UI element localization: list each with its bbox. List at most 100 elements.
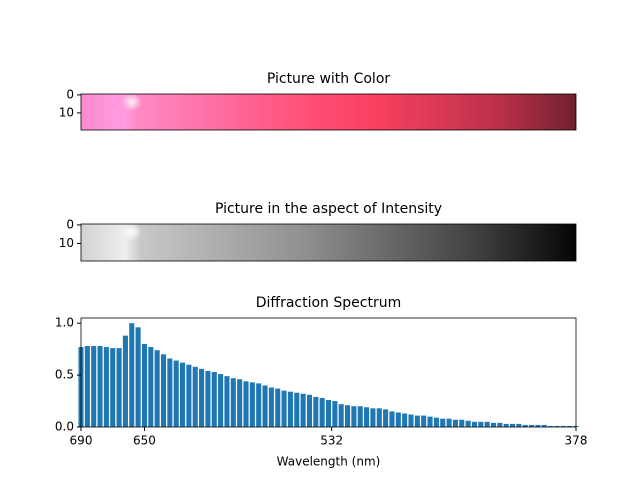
bar — [332, 401, 338, 427]
chart-title: Picture in the aspect of Intensity — [215, 201, 442, 217]
bar — [205, 370, 211, 427]
bar — [433, 417, 439, 427]
bar — [294, 392, 300, 427]
bar — [535, 424, 541, 427]
bar — [452, 419, 458, 427]
bar — [364, 407, 370, 427]
bar — [567, 425, 573, 427]
bar — [237, 379, 243, 427]
bar — [376, 408, 382, 427]
bar — [414, 415, 420, 427]
bar — [306, 394, 312, 427]
x-tick-label: 532 — [320, 434, 343, 448]
bar — [357, 406, 363, 427]
bar — [338, 404, 344, 427]
bar — [345, 405, 351, 427]
bar — [319, 397, 325, 427]
bar — [167, 358, 173, 427]
bar — [522, 424, 528, 427]
bar — [148, 347, 154, 427]
bar — [186, 364, 192, 427]
bar — [389, 411, 395, 427]
bar — [281, 390, 287, 427]
bar — [122, 335, 128, 427]
bar — [230, 378, 236, 427]
bar — [211, 371, 217, 427]
bar — [351, 406, 357, 427]
bar — [516, 423, 522, 427]
bar — [154, 350, 160, 427]
bar — [427, 416, 433, 427]
y-tick-label: 0 — [66, 217, 74, 231]
y-tick-label: 10 — [59, 236, 74, 250]
bar — [408, 414, 414, 427]
y-tick-label: 0.5 — [55, 368, 74, 382]
bar — [325, 400, 332, 427]
bar — [275, 388, 281, 427]
bar — [484, 421, 490, 427]
bar — [103, 347, 109, 427]
bar — [160, 354, 167, 427]
bar — [192, 366, 198, 427]
bar — [402, 413, 408, 427]
bar — [116, 348, 122, 427]
x-tick-label: 378 — [565, 434, 588, 448]
bar — [110, 348, 116, 427]
x-tick-label: 690 — [70, 434, 93, 448]
bar — [287, 391, 293, 427]
axes-frame — [80, 317, 577, 428]
bar — [421, 415, 427, 427]
bar — [529, 424, 535, 427]
bar — [370, 408, 376, 427]
bar — [224, 376, 230, 427]
bar — [262, 385, 268, 427]
image — [81, 94, 576, 130]
image-highlight — [122, 223, 142, 241]
bar — [383, 409, 389, 427]
y-tick-label: 0.0 — [55, 420, 74, 434]
axes-frame — [80, 223, 577, 262]
bar — [268, 387, 274, 427]
bar — [554, 425, 560, 427]
chart-title: Picture with Color — [267, 71, 391, 87]
x-tick-label: 650 — [133, 434, 156, 448]
bar — [256, 383, 262, 427]
bar — [249, 382, 255, 427]
bar — [548, 425, 554, 427]
bar — [478, 421, 484, 427]
bar — [313, 396, 319, 427]
image — [81, 224, 576, 261]
bar — [141, 343, 147, 427]
y-tick-label: 10 — [59, 105, 74, 119]
bar — [459, 419, 465, 427]
image-highlight — [122, 93, 142, 111]
bar — [300, 393, 306, 427]
x-axis-label: Wavelength (nm) — [277, 455, 381, 469]
bar — [135, 327, 141, 427]
bar — [471, 421, 477, 427]
bar — [560, 425, 566, 427]
bar — [503, 423, 509, 427]
bar — [91, 346, 97, 427]
bar — [180, 362, 186, 427]
bar — [199, 368, 205, 427]
bar — [84, 346, 90, 427]
y-tick-label: 1.0 — [55, 316, 74, 330]
bar — [218, 374, 224, 427]
bar — [510, 423, 516, 427]
chart-title: Diffraction Spectrum — [256, 295, 401, 311]
bar — [243, 381, 249, 427]
bar — [446, 418, 452, 427]
bar — [497, 422, 503, 427]
bar — [97, 346, 103, 427]
bar — [541, 424, 547, 427]
bar — [395, 412, 401, 427]
bar — [465, 420, 471, 427]
bar — [490, 422, 497, 427]
bar — [129, 323, 135, 427]
bar — [440, 418, 446, 427]
y-tick-label: 0 — [66, 87, 74, 101]
bar — [173, 360, 179, 427]
axes-frame — [80, 93, 577, 131]
